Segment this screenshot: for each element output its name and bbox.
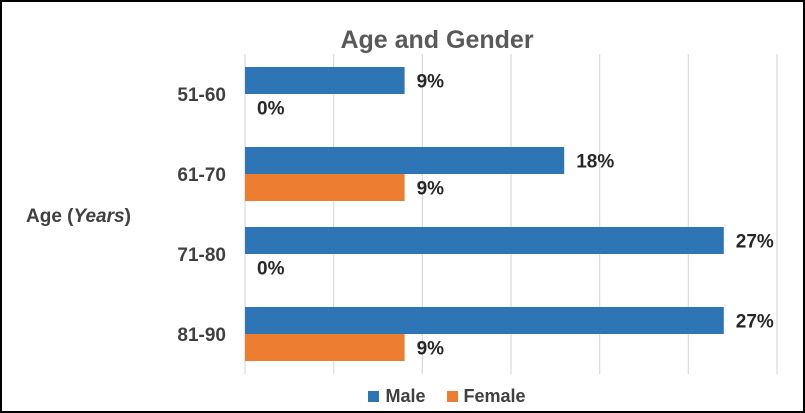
y-tick-label: 51-60	[177, 85, 226, 106]
bar-male	[245, 67, 405, 94]
legend-item-female: Female	[446, 386, 526, 407]
legend-label-female: Female	[463, 386, 526, 406]
data-label: 0%	[257, 99, 285, 120]
y-tick-label: 61-70	[177, 165, 226, 186]
y-axis-label: Age (Years)	[26, 206, 131, 228]
y-tick-label: 81-90	[177, 325, 226, 346]
legend: Male Female	[2, 386, 805, 407]
bar-male	[245, 227, 724, 254]
chart-title: Age and Gender	[340, 26, 534, 54]
data-label: 27%	[736, 312, 774, 333]
legend-item-male: Male	[368, 386, 425, 407]
data-label: 18%	[576, 152, 614, 173]
legend-label-male: Male	[385, 386, 426, 406]
y-tick-label: 71-80	[177, 245, 226, 266]
data-label: 27%	[736, 232, 774, 253]
data-label: 9%	[417, 339, 445, 360]
bar-female	[245, 334, 405, 361]
data-label: 9%	[417, 72, 445, 93]
legend-swatch-male	[368, 391, 380, 402]
data-label: 0%	[257, 259, 285, 280]
bar-female	[245, 174, 405, 201]
bar-male	[245, 147, 565, 174]
bar-male	[245, 307, 724, 334]
y-axis-label-suffix: )	[124, 206, 131, 227]
y-axis-label-unit: Years	[73, 206, 125, 227]
y-axis-label-prefix: Age (	[26, 206, 74, 227]
data-label: 9%	[417, 179, 445, 200]
legend-swatch-female	[446, 391, 458, 402]
